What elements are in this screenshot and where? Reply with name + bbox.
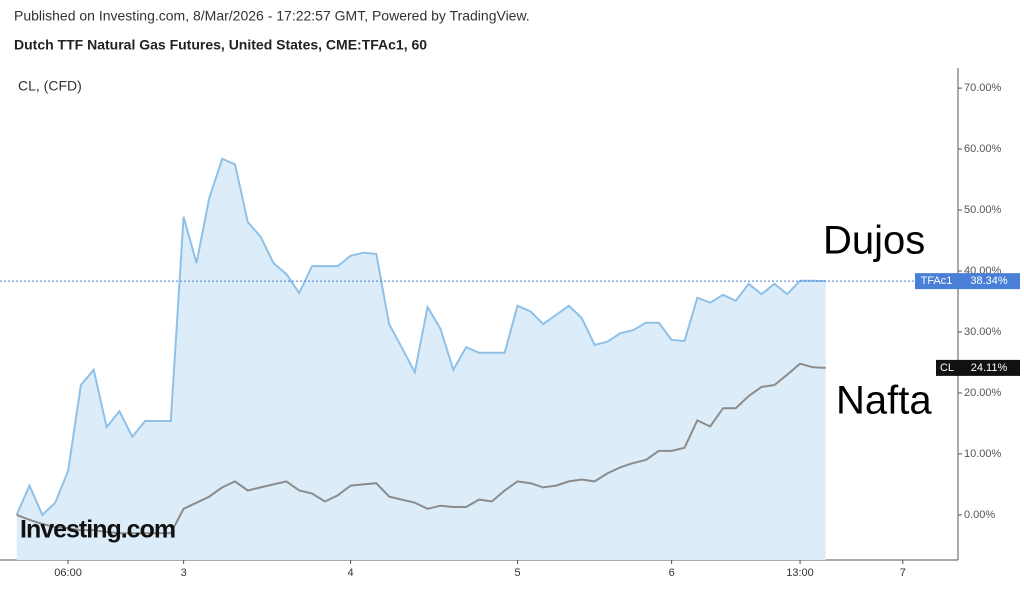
legend-entry: TFAc1 xyxy=(921,275,953,287)
area xyxy=(16,158,826,561)
price-label: 38.34% xyxy=(970,275,1008,287)
price-label-box xyxy=(958,359,1020,376)
x-tick-label: 3 xyxy=(181,567,187,579)
annotation: Nafta xyxy=(836,379,932,423)
y-tick-label: 20.00% xyxy=(964,387,1002,399)
legend-entry: CL xyxy=(940,362,954,374)
x-tick-label: 4 xyxy=(348,567,354,579)
y-tick-label: 50.00% xyxy=(964,204,1002,216)
line xyxy=(16,362,826,535)
x-tick-label: 6 xyxy=(669,567,675,579)
x-tick-label: 7 xyxy=(900,567,906,579)
x-tick-label: 13:00 xyxy=(786,567,814,579)
logo: Investing.com xyxy=(20,516,175,544)
chart-title: Dutch TTF Natural Gas Futures, United St… xyxy=(14,37,427,53)
line xyxy=(15,157,826,517)
annotation: Dujos xyxy=(823,219,925,263)
series-label-box xyxy=(915,273,958,290)
series-label-box xyxy=(936,359,958,376)
price-label-box xyxy=(958,273,1020,290)
y-tick-label: 70.00% xyxy=(964,82,1002,94)
y-tick-label: 30.00% xyxy=(964,326,1002,338)
y-tick-label: 10.00% xyxy=(964,448,1002,460)
x-tick-label: 06:00 xyxy=(54,567,82,579)
y-tick-label: 0.00% xyxy=(964,509,995,521)
chart-subtitle: CL, (CFD) xyxy=(18,78,82,94)
y-tick-label: 60.00% xyxy=(964,143,1002,155)
price-label: 24.11% xyxy=(971,362,1008,374)
header: Published on Investing.com, 8/Mar/2026 -… xyxy=(14,8,530,24)
x-tick-label: 5 xyxy=(514,567,520,579)
